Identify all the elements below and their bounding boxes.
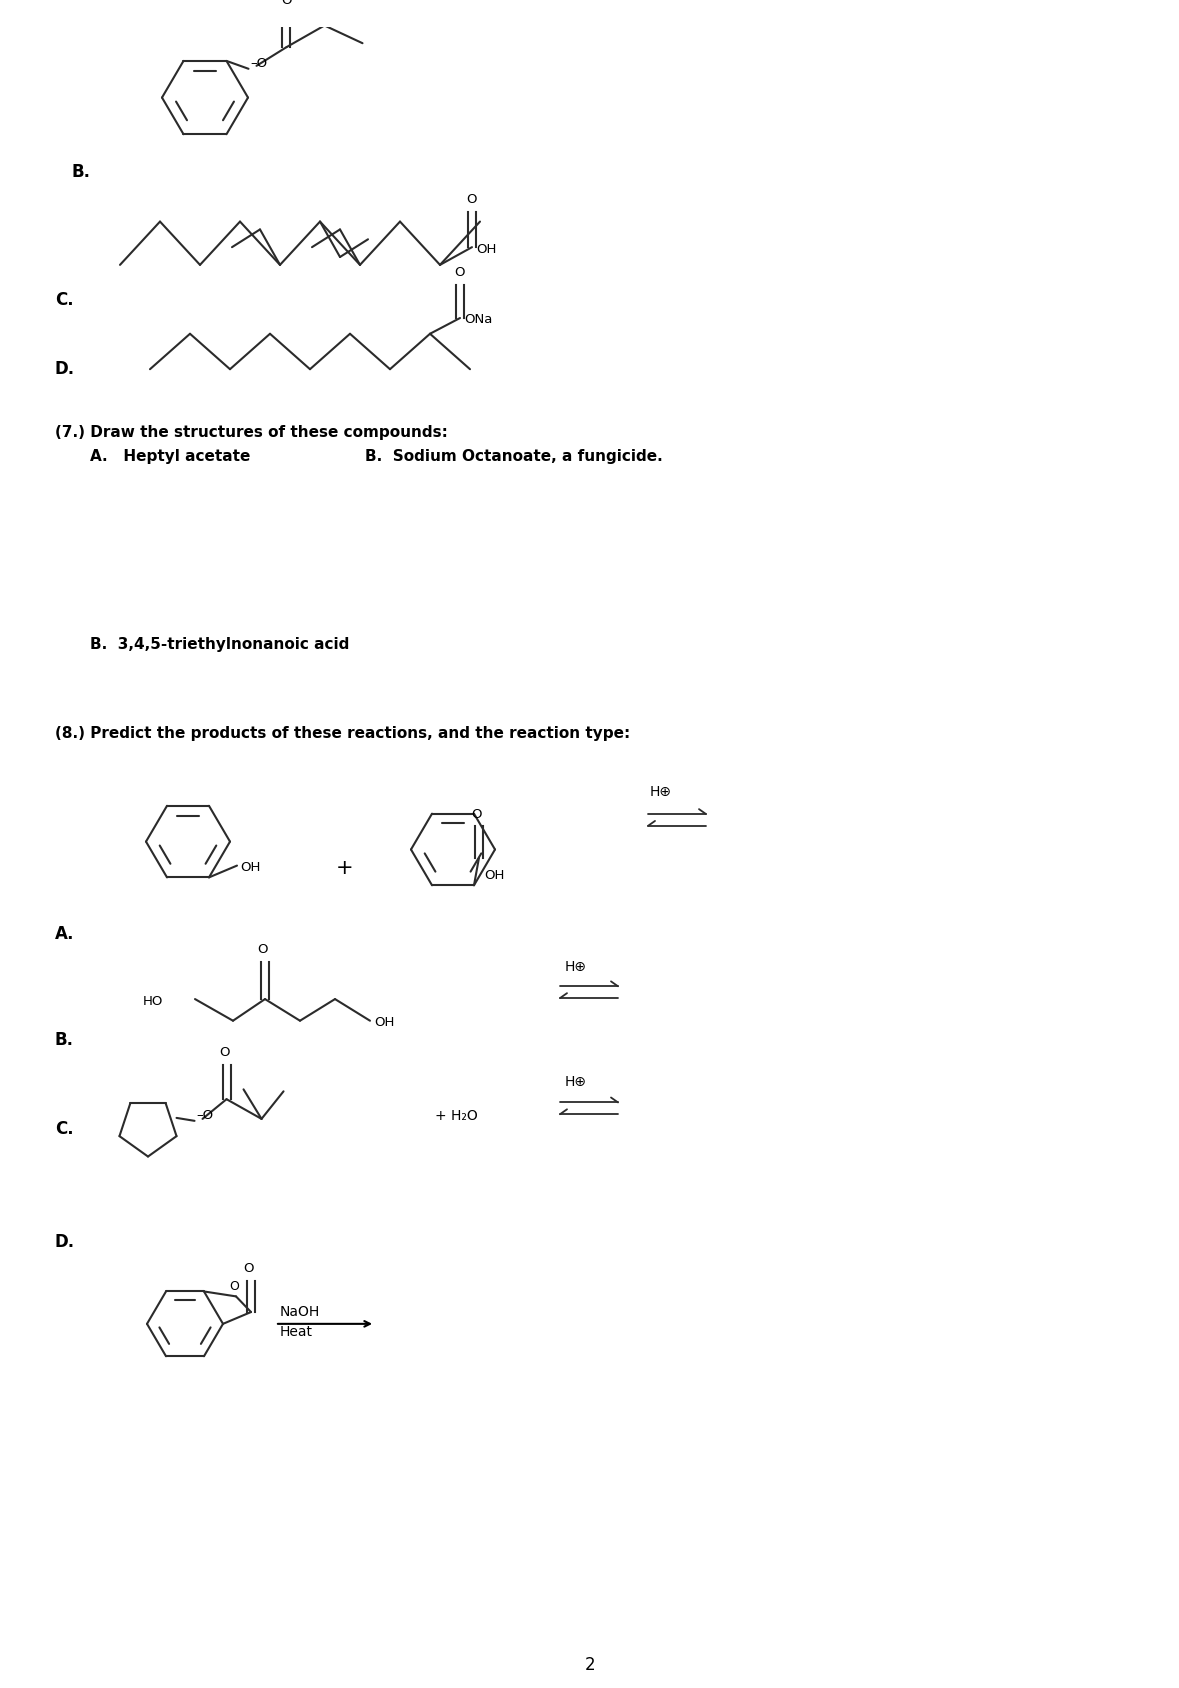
Text: D.: D.: [55, 1234, 75, 1251]
Text: –O: –O: [197, 1109, 213, 1123]
Text: C.: C.: [55, 292, 73, 309]
Text: OH: OH: [374, 1016, 394, 1030]
Text: O: O: [229, 1280, 239, 1293]
Text: (7.) Draw the structures of these compounds:: (7.) Draw the structures of these compou…: [55, 425, 448, 439]
Text: O: O: [455, 267, 466, 279]
Text: B.  3,4,5-triethylnonanoic acid: B. 3,4,5-triethylnonanoic acid: [90, 638, 349, 652]
Text: A.   Heptyl acetate: A. Heptyl acetate: [90, 449, 250, 464]
Text: (8.) Predict the products of these reactions, and the reaction type:: (8.) Predict the products of these react…: [55, 726, 631, 741]
Text: OH: OH: [241, 861, 261, 874]
Text: H⊕: H⊕: [565, 1075, 587, 1089]
Text: D.: D.: [55, 360, 75, 378]
Text: ONa: ONa: [465, 312, 493, 326]
Text: H⊕: H⊕: [650, 785, 672, 800]
Text: NaOH: NaOH: [279, 1305, 321, 1318]
Text: A.: A.: [55, 925, 74, 944]
Text: OH: OH: [476, 243, 496, 255]
Text: –O: –O: [250, 57, 268, 71]
Text: B.: B.: [72, 164, 91, 181]
Text: O: O: [472, 809, 482, 820]
Text: O: O: [467, 194, 477, 206]
Text: C.: C.: [55, 1119, 73, 1138]
Text: + H₂O: + H₂O: [435, 1109, 477, 1123]
Text: O: O: [258, 944, 269, 957]
Text: B.: B.: [55, 1031, 74, 1050]
Text: 2: 2: [585, 1656, 595, 1674]
Text: H⊕: H⊕: [565, 959, 587, 974]
Text: OH: OH: [485, 869, 505, 881]
Text: Heat: Heat: [279, 1325, 312, 1339]
Text: B.  Sodium Octanoate, a fungicide.: B. Sodium Octanoate, a fungicide.: [365, 449, 663, 464]
Text: HO: HO: [143, 994, 163, 1008]
Text: O: O: [244, 1263, 255, 1274]
Text: O: O: [219, 1047, 230, 1060]
Text: +: +: [336, 858, 354, 878]
Text: O: O: [282, 0, 291, 7]
